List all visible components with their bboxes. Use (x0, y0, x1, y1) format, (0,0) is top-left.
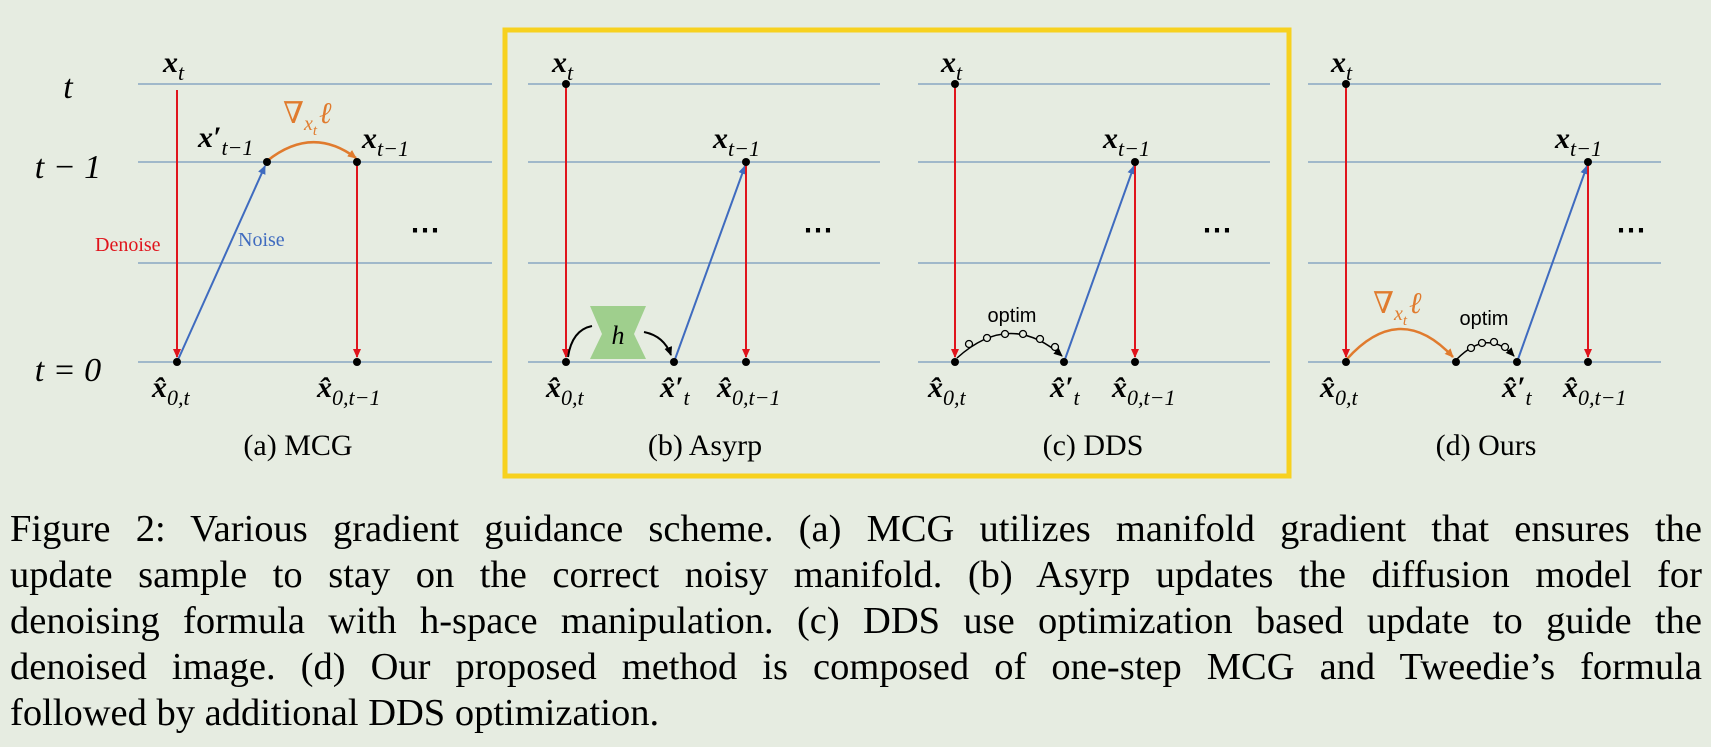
caption-line-1: Figure 2: Various gradient guidance sche… (10, 508, 1702, 550)
label-x-prime: x′t−1 (197, 121, 253, 160)
label-hat0t: x̂0,t (151, 371, 191, 410)
panel-d-ours: ∇xtℓ optim xt xt−1 ⋯ x̂0,t x̂′t x̂0,t−1 … (1319, 46, 1646, 462)
point-hatprime (1060, 358, 1068, 366)
point-hat0t1 (742, 358, 750, 366)
label-h: h (612, 321, 625, 350)
ellipsis: ⋯ (803, 214, 833, 247)
optim-steps (964, 329, 1060, 352)
label-x-t1: xt−1 (1554, 122, 1602, 161)
panel-label-a: (a) MCG (243, 429, 352, 462)
label-denoise: Denoise (95, 234, 161, 256)
caption-line-4: denoised image. (d) Our proposed method … (10, 646, 1702, 688)
y-label-t: t (63, 69, 74, 106)
panel-c-dds: optim xt xt−1 ⋯ x̂0,t x̂′t x̂0,t−1 (c) D… (927, 46, 1232, 462)
noise-arrow (673, 165, 747, 363)
point-hatprime (670, 358, 678, 366)
point-mid (1452, 358, 1460, 366)
optim-steps (1466, 337, 1510, 353)
panel-a-mcg: xt x′t−1 xt−1 ∇xtℓ Denoise Noise ⋯ x̂0,t… (95, 46, 440, 462)
label-hat0t1: x̂0,t−1 (1562, 371, 1626, 410)
label-hat0t1: x̂0,t−1 (316, 371, 380, 410)
point-x-t1 (742, 158, 750, 166)
grid-lines (138, 83, 1661, 363)
point-hat0t (562, 358, 570, 366)
label-hatprime: x̂′t (1501, 371, 1532, 410)
point-x-t1 (1131, 158, 1139, 166)
label-optim: optim (1460, 308, 1509, 330)
caption-line-3: denoising formula with h-space manipulat… (10, 600, 1702, 642)
h-arc (567, 325, 671, 357)
h-block (590, 306, 646, 359)
label-hat0t1: x̂0,t−1 (1111, 371, 1175, 410)
point-x-t (562, 80, 570, 88)
label-hatprime: x̂′t (1049, 371, 1080, 410)
label-hat0t: x̂0,t (927, 371, 967, 410)
noise-arrow (176, 165, 266, 363)
panel-label-c: (c) DDS (1043, 429, 1144, 462)
noise-arrow (1516, 165, 1589, 363)
y-label-t-minus-1: t − 1 (35, 149, 101, 186)
panel-label-d: (d) Ours (1436, 429, 1537, 462)
label-hat0t: x̂0,t (1319, 371, 1359, 410)
point-x-t (1342, 80, 1350, 88)
y-label-t-0: t = 0 (35, 352, 101, 389)
gradient-guidance-figure: t t − 1 t = 0 xt x′t−1 xt−1 ∇xtℓ Denoise… (35, 27, 1661, 479)
highlight-box (502, 27, 1292, 479)
label-x-t: xt (940, 46, 963, 85)
panel-b-asyrp: h xt xt−1 ⋯ x̂0,t x̂′t x̂0,t−1 (b) Asyrp (545, 46, 833, 462)
noise-arrow (1063, 165, 1136, 363)
point-x-prime (263, 158, 271, 166)
label-x-t1: xt−1 (1102, 122, 1150, 161)
point-x-t1 (1584, 158, 1592, 166)
label-hat0t: x̂0,t (545, 371, 585, 410)
label-noise: Noise (238, 229, 285, 251)
ellipsis: ⋯ (410, 214, 440, 247)
caption-line-2: update sample to stay on the correct noi… (10, 554, 1702, 596)
point-hat0t (951, 358, 959, 366)
optim-arc (1456, 342, 1515, 360)
caption-line-5: followed by additional DDS optimization. (10, 692, 660, 734)
label-x-t1: xt−1 (361, 122, 409, 161)
label-grad: ∇xtℓ (283, 97, 332, 139)
point-hatprime (1513, 358, 1521, 366)
label-x-t: xt (551, 46, 574, 85)
point-hat0t1 (1584, 358, 1592, 366)
label-hatprime: x̂′t (659, 371, 690, 410)
point-hat0t1 (1131, 358, 1139, 366)
point-hat0t (173, 358, 181, 366)
point-hat0t (1342, 358, 1350, 366)
figure-caption: Figure 2: Various gradient guidance sche… (10, 506, 1702, 736)
gradient-arc (266, 141, 357, 162)
label-hat0t1: x̂0,t−1 (716, 371, 780, 410)
label-x-t: xt (1330, 46, 1353, 85)
point-x-t (951, 80, 959, 88)
label-x-t: xt (162, 46, 185, 85)
gradient-arc (1346, 327, 1454, 360)
point-hat0t1 (353, 358, 361, 366)
optim-arc (956, 332, 1063, 359)
label-grad: ∇xtℓ (1373, 287, 1422, 329)
label-x-t1: xt−1 (712, 122, 760, 161)
panel-label-b: (b) Asyrp (648, 429, 762, 462)
label-optim: optim (988, 305, 1037, 327)
point-x-t1 (353, 158, 361, 166)
ellipsis: ⋯ (1202, 214, 1232, 247)
ellipsis: ⋯ (1616, 214, 1646, 247)
